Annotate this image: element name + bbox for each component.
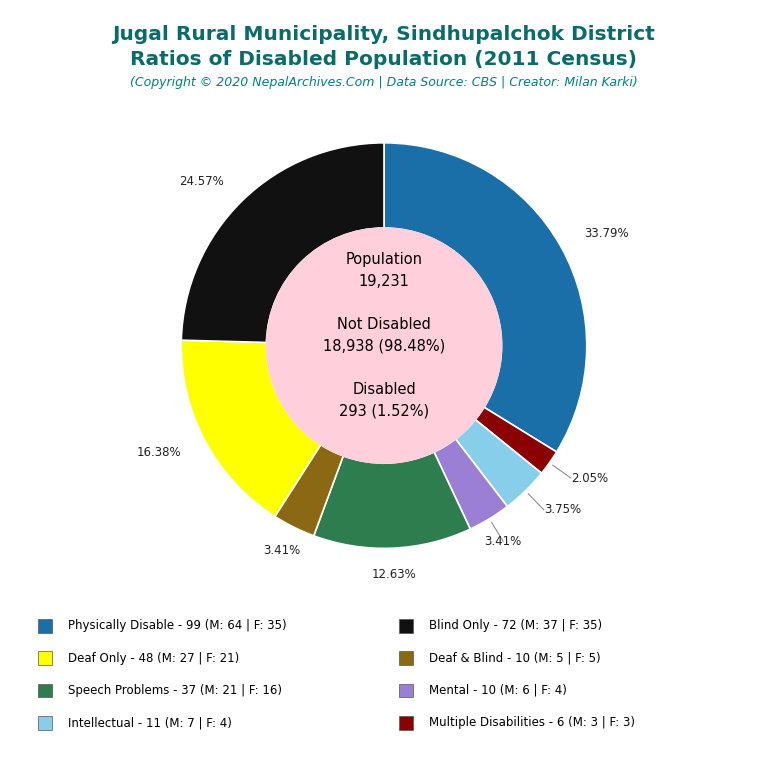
Text: 33.79%: 33.79% — [584, 227, 629, 240]
Text: 3.75%: 3.75% — [544, 503, 581, 516]
Wedge shape — [434, 439, 508, 529]
Wedge shape — [455, 419, 541, 507]
Wedge shape — [475, 407, 557, 473]
Text: Deaf Only - 48 (M: 27 | F: 21): Deaf Only - 48 (M: 27 | F: 21) — [68, 652, 239, 664]
Wedge shape — [275, 445, 343, 536]
Wedge shape — [181, 143, 384, 343]
Text: 12.63%: 12.63% — [372, 568, 416, 581]
Text: 3.41%: 3.41% — [263, 545, 301, 558]
Text: 24.57%: 24.57% — [180, 175, 224, 188]
Text: Multiple Disabilities - 6 (M: 3 | F: 3): Multiple Disabilities - 6 (M: 3 | F: 3) — [429, 717, 634, 729]
Text: 3.41%: 3.41% — [485, 535, 521, 548]
Text: Blind Only - 72 (M: 37 | F: 35): Blind Only - 72 (M: 37 | F: 35) — [429, 620, 601, 632]
Text: Ratios of Disabled Population (2011 Census): Ratios of Disabled Population (2011 Cens… — [131, 51, 637, 69]
Text: 16.38%: 16.38% — [137, 446, 181, 459]
Text: Mental - 10 (M: 6 | F: 4): Mental - 10 (M: 6 | F: 4) — [429, 684, 567, 697]
Text: Intellectual - 11 (M: 7 | F: 4): Intellectual - 11 (M: 7 | F: 4) — [68, 717, 231, 729]
Wedge shape — [384, 143, 587, 452]
Text: Speech Problems - 37 (M: 21 | F: 16): Speech Problems - 37 (M: 21 | F: 16) — [68, 684, 282, 697]
Text: Jugal Rural Municipality, Sindhupalchok District: Jugal Rural Municipality, Sindhupalchok … — [113, 25, 655, 44]
Wedge shape — [181, 340, 321, 517]
Circle shape — [266, 228, 502, 463]
Wedge shape — [314, 452, 470, 548]
Text: (Copyright © 2020 NepalArchives.Com | Data Source: CBS | Creator: Milan Karki): (Copyright © 2020 NepalArchives.Com | Da… — [130, 76, 638, 88]
Text: Deaf & Blind - 10 (M: 5 | F: 5): Deaf & Blind - 10 (M: 5 | F: 5) — [429, 652, 600, 664]
Text: Population
19,231

Not Disabled
18,938 (98.48%)

Disabled
293 (1.52%): Population 19,231 Not Disabled 18,938 (9… — [323, 253, 445, 419]
Text: 2.05%: 2.05% — [571, 472, 608, 485]
Text: Physically Disable - 99 (M: 64 | F: 35): Physically Disable - 99 (M: 64 | F: 35) — [68, 620, 286, 632]
